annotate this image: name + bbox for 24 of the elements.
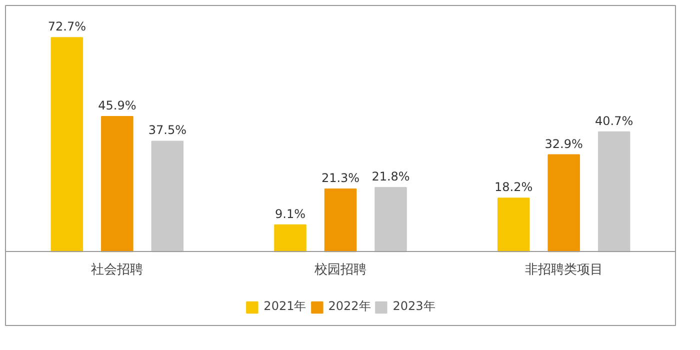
data-label: 37.5% [148, 123, 186, 138]
x-tick-label: 社会招聘 [91, 262, 144, 278]
legend-label: 2022年 [328, 298, 371, 315]
data-label: 72.7% [48, 20, 86, 34]
bar [151, 140, 184, 252]
data-label: 21.3% [321, 170, 360, 185]
bar [548, 154, 580, 252]
data-label: 18.2% [494, 180, 533, 194]
x-tick-label: 非招聘类项目 [524, 262, 603, 278]
data-label: 9.1% [275, 206, 306, 221]
data-label: 45.9% [98, 98, 136, 113]
bar [324, 188, 357, 252]
bar [101, 116, 134, 252]
bar [50, 37, 84, 252]
bar [274, 224, 306, 252]
bar [598, 131, 630, 252]
data-label: 21.8% [372, 169, 410, 184]
data-label: 40.7% [595, 114, 634, 128]
legend-label: 2021年 [264, 298, 306, 315]
bar [374, 186, 407, 252]
data-label: 32.9% [544, 136, 583, 151]
legend-label: 2023年 [392, 298, 436, 315]
x-tick-label: 校园招聘 [314, 262, 366, 278]
bar [497, 198, 530, 252]
